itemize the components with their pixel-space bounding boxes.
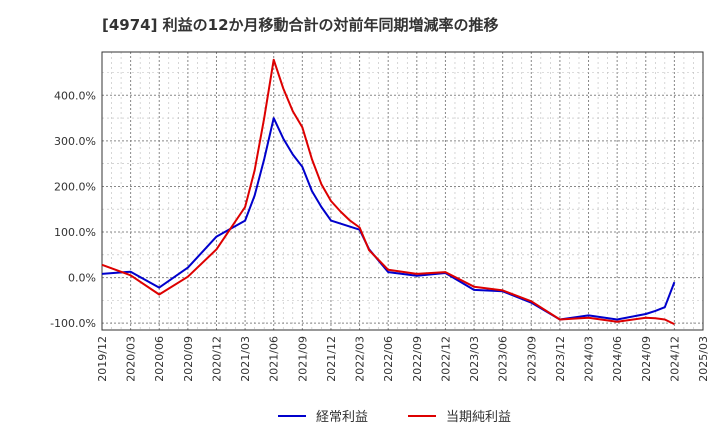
x-tick-label: 2021/06 <box>268 336 281 382</box>
x-tick-label: 2019/12 <box>96 336 109 382</box>
legend: 経常利益 当期純利益 <box>278 410 511 425</box>
x-tick-label: 2024/12 <box>668 336 681 382</box>
series-line-1 <box>101 117 676 321</box>
grid <box>101 52 704 330</box>
y-tick-label: 200.0% <box>54 180 96 193</box>
y-tick-label: -100.0% <box>50 317 96 330</box>
x-tick-label: 2022/03 <box>354 336 367 382</box>
x-axis-ticks: 2019/12 2020/03 2020/06 2020/09 2020/12 2021/… <box>96 336 710 382</box>
x-tick-label: 2020/03 <box>125 336 138 382</box>
chart-title: [4974] 利益の12か月移動合計の対前年同期増減率の推移 <box>102 16 499 34</box>
y-tick-label: 0.0% <box>68 272 96 285</box>
x-tick-label: 2020/09 <box>182 336 195 382</box>
plot-frame <box>101 51 704 331</box>
x-tick-label: 2022/12 <box>439 336 452 382</box>
y-tick-label: 400.0% <box>54 89 96 102</box>
x-tick-label: 2020/06 <box>153 336 166 382</box>
x-tick-label: 2023/03 <box>468 336 481 382</box>
x-tick-label: 2023/06 <box>497 336 510 382</box>
x-tick-label: 2023/09 <box>525 336 538 382</box>
x-tick-label: 2022/06 <box>382 336 395 382</box>
y-tick-label: 100.0% <box>54 226 96 239</box>
x-tick-label: 2022/09 <box>411 336 424 382</box>
legend-label-2: 当期純利益 <box>446 410 511 425</box>
x-tick-label: 2024/09 <box>640 336 653 382</box>
x-tick-label: 2023/12 <box>554 336 567 382</box>
y-axis-ticks: 400.0% 300.0% 200.0% 100.0% 0.0% -100.0% <box>50 89 96 330</box>
x-tick-label: 2024/03 <box>583 336 596 382</box>
series-layer <box>101 58 676 326</box>
x-tick-label: 2020/12 <box>210 336 223 382</box>
series-line-2 <box>101 58 675 326</box>
x-tick-label: 2021/03 <box>239 336 252 382</box>
y-tick-label: 300.0% <box>54 135 96 148</box>
x-tick-label: 2021/12 <box>325 336 338 382</box>
x-tick-label: 2025/03 <box>697 336 710 382</box>
x-tick-label: 2021/09 <box>296 336 309 382</box>
x-tick-label: 2024/06 <box>611 336 624 382</box>
legend-label-1: 経常利益 <box>316 410 368 425</box>
